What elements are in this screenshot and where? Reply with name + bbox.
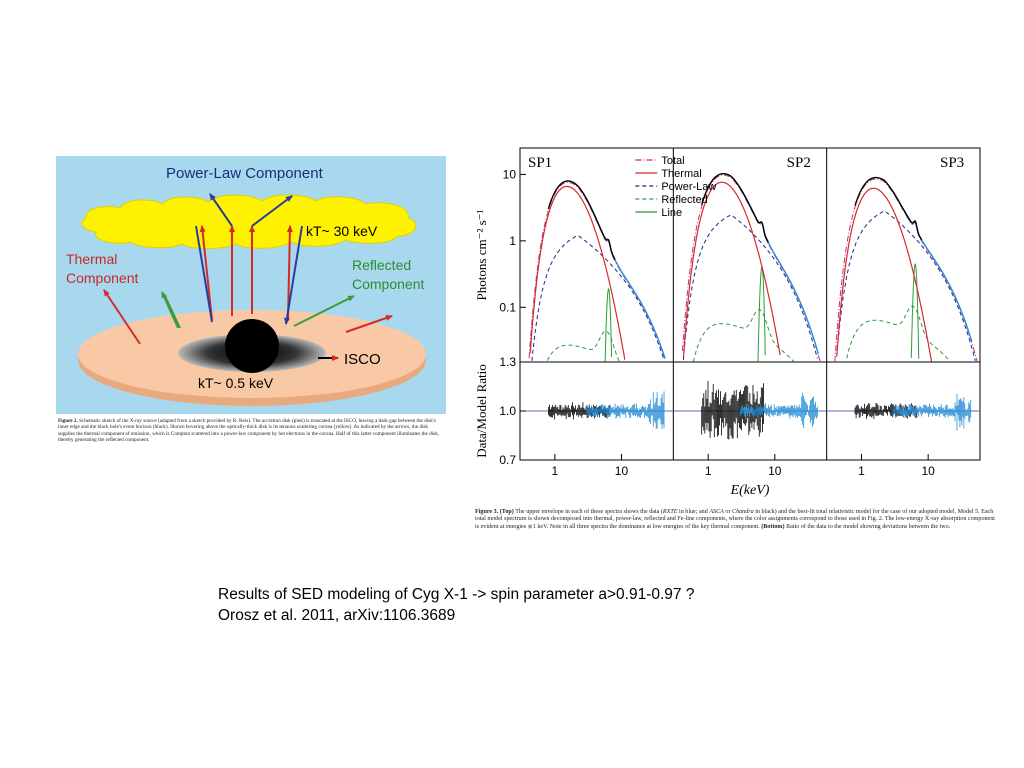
- reflected-curve: [693, 310, 794, 362]
- figure-3-caption: Figure 3. (Top) The upper envelope in ea…: [475, 509, 995, 531]
- x-tick-label: 1: [705, 464, 712, 478]
- legend-label-reflected: Reflected: [661, 194, 707, 206]
- y-tick-label-bottom: 1.0: [499, 404, 516, 418]
- kt-disk-label: kT~ 0.5 keV: [198, 375, 274, 391]
- figure-3-caption-text3: or: [724, 509, 732, 515]
- panel-label-sp2: SP2: [787, 155, 811, 171]
- x-tick-label: 10: [768, 464, 782, 478]
- figure-3-caption-bottom: (Bottom): [761, 524, 784, 530]
- x-tick-label: 1: [858, 464, 865, 478]
- thermal-label-line2: Component: [66, 270, 138, 286]
- black-hole: [225, 319, 279, 373]
- x-axis-label: E(keV): [730, 483, 770, 498]
- y-tick-label-top: 0.1: [499, 300, 516, 314]
- y-tick-label-bottom: 1.3: [499, 355, 516, 369]
- rxte-data: [740, 188, 818, 354]
- line-curve: [605, 289, 611, 362]
- isco-label: ISCO: [344, 351, 381, 368]
- slide-text-line-1: Results of SED modeling of Cyg X-1 -> sp…: [218, 584, 918, 605]
- chart-root: SP1 1 10 SP2 1 10 SP3 1 10 10 1 0.1 1.3 1.0 0.7 Photons…: [474, 148, 980, 498]
- y-axis-label-top: Photons cm⁻² s⁻¹: [474, 209, 489, 300]
- thermal-curve: [837, 188, 932, 361]
- legend-label-power-law: Power-Law: [661, 181, 716, 193]
- figure-2-caption-text: Schematic sketch of the X-ray source (ad…: [58, 418, 439, 443]
- legend-label-thermal: Thermal: [661, 168, 701, 180]
- figure-3-caption-top: (Top): [500, 509, 514, 515]
- panel-label-sp3: SP3: [940, 155, 964, 171]
- reflected-label-line2: Component: [352, 276, 424, 292]
- figure-3-caption-label: Figure 3.: [475, 509, 498, 515]
- x-tick-label: 10: [615, 464, 629, 478]
- figure-3-caption-asca: ASCA: [709, 509, 724, 515]
- y-tick-label-top: 1: [509, 234, 516, 248]
- rxte-data: [893, 192, 971, 341]
- panel-label-sp1: SP1: [528, 155, 552, 171]
- figure-3-caption-rxte: RXTE: [663, 509, 678, 515]
- power-law-curve: [683, 215, 817, 360]
- thermal-curve: [684, 182, 781, 356]
- total-curve: [835, 179, 977, 362]
- legend-label-total: Total: [661, 155, 684, 167]
- thermal-label-line1: Thermal: [66, 251, 117, 267]
- reflected-curve: [847, 306, 950, 361]
- figure-2-caption: Figure 2. Schematic sketch of the X-ray …: [58, 418, 446, 444]
- x-tick-label: 10: [921, 464, 935, 478]
- spectra-chart: SP1 1 10 SP2 1 10 SP3 1 10 10 1 0.1 1.3 1.0 0.7 Photons…: [470, 138, 990, 506]
- x-tick-label: 1: [551, 464, 558, 478]
- kt-corona-label: kT~ 30 keV: [306, 223, 378, 239]
- figure-3-caption-text2: in blue; and: [677, 509, 709, 515]
- power-law-curve: [837, 211, 976, 361]
- accretion-schematic-figure: Power-Law Component kT~ 30 keV Thermal C…: [56, 156, 446, 414]
- y-axis-label-bottom: Data/Model Ratio: [474, 364, 489, 458]
- y-tick-label-top: 10: [503, 167, 517, 181]
- slide-text-block: Results of SED modeling of Cyg X-1 -> sp…: [218, 584, 918, 626]
- reflected-curve: [547, 331, 619, 362]
- y-tick-label-bottom: 0.7: [499, 453, 516, 467]
- figure-3-caption-text1: The upper envelope in each of these spec…: [514, 509, 663, 515]
- power-law-label: Power-Law Component: [166, 165, 324, 182]
- figure-3-caption-text5: Ratio of the data to the model showing d…: [785, 524, 951, 530]
- line-curve: [758, 267, 765, 361]
- power-law-curve: [532, 235, 664, 360]
- reflected-label-line1: Reflected: [352, 257, 411, 273]
- figure-3-caption-chandra: Chandra: [732, 509, 754, 515]
- slide-text-line-2: Orosz et al. 2011, arXiv:1106.3689: [218, 605, 918, 626]
- legend-label-line: Line: [661, 207, 682, 219]
